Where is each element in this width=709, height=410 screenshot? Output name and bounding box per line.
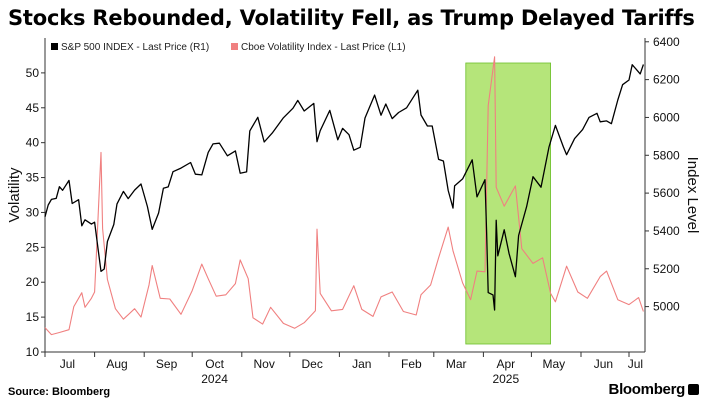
sp500-series-line: [44, 64, 645, 311]
x-tick-label: Aug: [106, 357, 127, 371]
x-tick-label: Oct: [205, 357, 224, 371]
bloomberg-mark-icon: [688, 384, 699, 395]
right-tick-label: 5800: [653, 148, 680, 162]
x-tick-label: Feb: [401, 357, 422, 371]
right-axis-title: Index Level: [684, 157, 701, 234]
brand-name: Bloomberg: [608, 381, 686, 398]
brand-logo: Bloomberg: [609, 381, 699, 398]
x-tick-label: Jan: [352, 357, 371, 371]
x-tick-label: Mar: [446, 357, 467, 371]
right-tick-label: 6400: [653, 35, 680, 49]
x-tick-label: Apr: [496, 357, 515, 371]
x-year-label: 2025: [492, 372, 519, 386]
legend-swatch-vix: [231, 43, 238, 50]
left-axis-title: Volatility: [6, 167, 23, 223]
legend-label-sp500: S&P 500 INDEX - Last Price (R1): [61, 42, 209, 53]
x-tick-label: May: [542, 357, 565, 371]
legend-swatch-sp500: [51, 43, 58, 50]
x-tick-label: Jun: [594, 357, 613, 371]
legend-label-vix: Cboe Volatility Index - Last Price (L1): [241, 42, 406, 53]
left-tick-label: 25: [26, 240, 40, 254]
x-tick-label: Jul: [628, 357, 643, 371]
right-tick-label: 6200: [653, 73, 680, 87]
right-tick-label: 5000: [653, 300, 680, 314]
x-tick-label: Jul: [60, 357, 75, 371]
left-tick-label: 15: [26, 310, 40, 324]
right-tick-label: 5200: [653, 262, 680, 276]
x-tick-label: Nov: [254, 357, 275, 371]
left-tick-label: 30: [26, 205, 40, 219]
left-tick-label: 20: [26, 275, 40, 289]
highlight-band: [465, 62, 551, 345]
left-tick-label: 50: [26, 66, 40, 80]
left-tick-label: 45: [26, 101, 40, 115]
source-note: Source: Bloomberg: [8, 386, 111, 398]
left-tick-label: 40: [26, 136, 40, 150]
left-tick-label: 35: [26, 171, 40, 185]
vix-series-line: [44, 56, 644, 336]
right-tick-label: 6000: [653, 110, 680, 124]
x-tick-label: Dec: [302, 357, 323, 371]
right-tick-label: 5400: [653, 224, 680, 238]
x-tick-label: Sep: [156, 357, 178, 371]
chart-title: Stocks Rebounded, Volatility Fell, as Tr…: [8, 6, 695, 30]
right-tick-label: 5600: [653, 186, 680, 200]
x-year-label: 2024: [201, 372, 228, 386]
left-tick-label: 10: [26, 345, 40, 359]
